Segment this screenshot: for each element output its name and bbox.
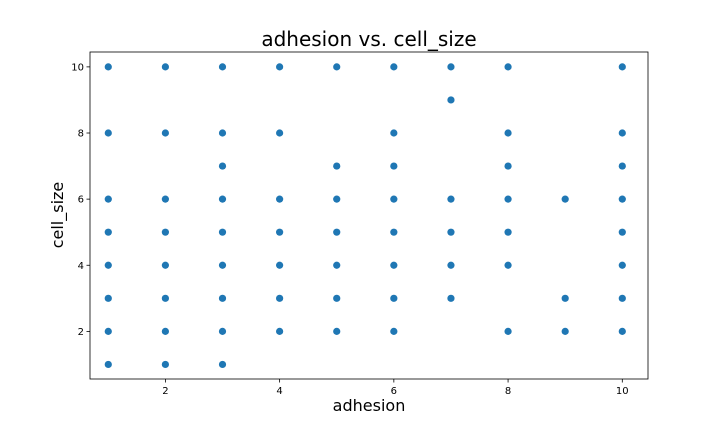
scatter-point-45 [390, 129, 398, 137]
scatter-point-41 [390, 261, 398, 269]
scatter-point-61 [561, 294, 569, 302]
x-tick-label-1: 4 [276, 386, 282, 397]
scatter-point-30 [276, 129, 284, 137]
scatter-point-23 [218, 129, 227, 137]
scatter-point-4 [104, 228, 112, 236]
points-layer [104, 63, 626, 369]
scatter-point-52 [447, 63, 455, 71]
scatter-point-43 [390, 195, 398, 203]
scatter-point-8 [161, 360, 169, 369]
y-axis-label: cell_size [48, 182, 68, 249]
scatter-point-26 [276, 294, 284, 302]
scatter-point-65 [618, 261, 626, 269]
scatter-point-62 [561, 195, 569, 203]
scatter-point-53 [504, 327, 512, 335]
scatter-point-59 [504, 63, 512, 71]
scatter-point-40 [390, 294, 398, 302]
scatter-point-56 [504, 195, 512, 203]
scatter-point-55 [504, 228, 512, 236]
scatter-point-22 [218, 162, 227, 170]
scatter-point-42 [390, 228, 398, 236]
scatter-point-16 [218, 360, 227, 369]
scatter-point-28 [276, 228, 284, 236]
scatter-point-63 [618, 327, 626, 335]
scatter-point-5 [104, 195, 112, 203]
scatter-point-1 [104, 327, 112, 335]
scatter-point-0 [104, 360, 112, 369]
scatter-point-66 [618, 228, 626, 236]
x-axis: 2 4 6 8 10 [162, 379, 629, 397]
y-tick-label-1: 4 [78, 261, 84, 272]
scatter-point-49 [447, 228, 455, 236]
plot-frame [89, 51, 649, 380]
scatter-point-13 [161, 195, 169, 203]
scatter-point-31 [276, 63, 284, 71]
scatter-point-10 [161, 294, 169, 302]
scatter-point-12 [161, 228, 169, 236]
y-axis: 2 4 6 8 10 [71, 62, 90, 338]
scatter-point-24 [218, 63, 227, 71]
scatter-point-69 [618, 129, 626, 137]
scatter-point-48 [447, 261, 455, 269]
scatter-point-50 [447, 195, 455, 203]
scatter-point-33 [333, 294, 341, 302]
scatter-point-17 [218, 327, 227, 335]
scatter-point-70 [618, 63, 626, 71]
scatter-point-64 [618, 294, 626, 302]
y-tick-label-2: 6 [78, 195, 84, 206]
scatter-point-21 [218, 195, 227, 203]
scatter-point-44 [390, 162, 398, 170]
scatter-point-47 [447, 294, 455, 302]
scatter-point-25 [276, 327, 284, 335]
scatter-point-6 [104, 129, 112, 137]
y-tick-label-3: 8 [78, 129, 84, 140]
x-tick-label-3: 8 [505, 386, 511, 397]
x-axis-label: adhesion [333, 396, 406, 415]
scatter-point-34 [333, 261, 341, 269]
scatter-point-3 [104, 261, 112, 269]
scatter-point-20 [218, 228, 227, 236]
scatter-point-38 [333, 63, 341, 71]
scatter-point-29 [276, 195, 284, 203]
scatter-point-57 [504, 162, 512, 170]
scatter-point-18 [218, 294, 227, 302]
scatter-point-36 [333, 195, 341, 203]
scatter-point-15 [161, 63, 169, 71]
scatter-point-67 [618, 195, 626, 203]
y-tick-label-0: 2 [78, 327, 84, 338]
scatter-point-60 [561, 327, 569, 335]
scatter-point-35 [333, 228, 341, 236]
scatter-point-27 [276, 261, 284, 269]
scatter-point-68 [618, 162, 626, 170]
scatter-point-9 [161, 327, 169, 335]
scatter-point-54 [504, 261, 512, 269]
x-tick-label-2: 6 [391, 386, 397, 397]
scatter-point-14 [161, 129, 169, 137]
scatter-point-32 [333, 327, 341, 335]
x-tick-label-4: 10 [616, 386, 629, 397]
scatter-point-2 [104, 294, 112, 302]
scatter-point-37 [333, 162, 341, 170]
scatter-point-11 [161, 261, 169, 269]
scatter-point-7 [104, 63, 112, 71]
chart-title: adhesion vs. cell_size [261, 27, 476, 51]
scatter-point-39 [390, 327, 398, 335]
y-tick-label-4: 10 [71, 62, 84, 73]
scatter-point-46 [390, 63, 398, 71]
scatter-point-19 [218, 261, 227, 269]
x-tick-label-0: 2 [162, 386, 168, 397]
scatter-point-58 [504, 129, 512, 137]
scatter-point-51 [447, 96, 455, 104]
